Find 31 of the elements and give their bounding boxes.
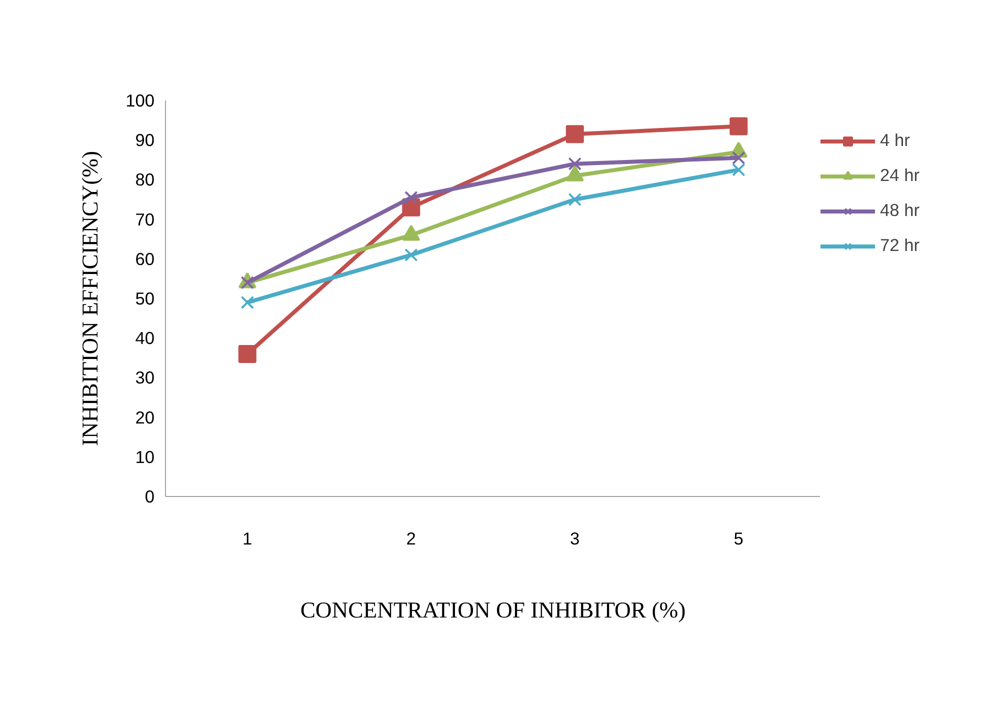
y-tick-label: 100 <box>126 90 155 110</box>
point <box>404 248 418 262</box>
point <box>732 163 746 176</box>
x-tick-label: 1 <box>242 528 252 548</box>
x-tick-label: 5 <box>734 528 744 548</box>
x-axis-title: CONCENTRATION OF INHIBITOR (%) <box>300 598 686 622</box>
point <box>404 190 418 204</box>
point <box>566 125 584 144</box>
point <box>568 157 582 171</box>
x-tick-label: 3 <box>570 528 580 548</box>
point <box>240 296 254 310</box>
y-tick-label: 80 <box>135 170 155 190</box>
point <box>732 151 746 165</box>
y-tick-label: 30 <box>135 368 155 388</box>
legend-label: 24 hr <box>880 165 920 186</box>
y-tick-label: 20 <box>135 407 155 428</box>
y-axis-title: INHIBITION EFFICIENCY(%) <box>78 150 103 446</box>
point <box>730 117 748 136</box>
x-tick-label: 2 <box>406 528 416 548</box>
legend-label: 72 hr <box>880 235 920 256</box>
y-tick-label: 40 <box>135 328 155 348</box>
y-tick-label: 70 <box>135 209 155 230</box>
point <box>238 344 256 363</box>
y-tick-label: 60 <box>135 248 155 269</box>
y-tick-label: 90 <box>135 130 155 150</box>
legend-label: 48 hr <box>880 200 920 221</box>
point <box>568 192 582 206</box>
y-tick-label: 0 <box>144 486 155 506</box>
y-tick-label: 50 <box>135 288 155 308</box>
y-tick-label: 10 <box>135 446 155 467</box>
legend-label: 4 hr <box>880 130 910 151</box>
